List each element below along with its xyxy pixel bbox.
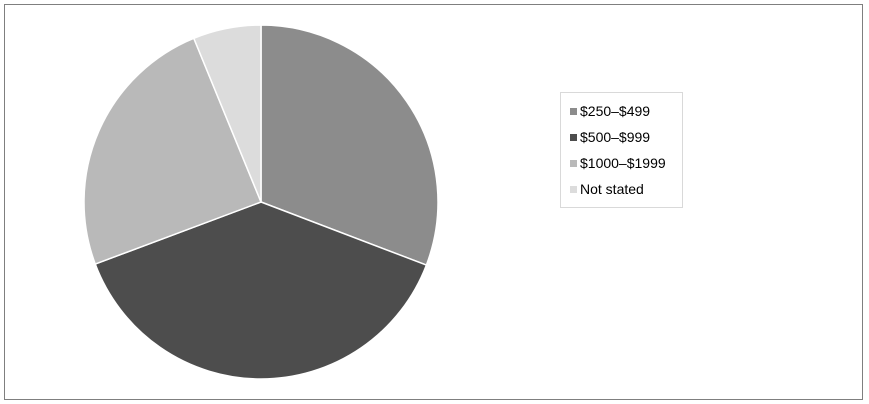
legend-label: $500–$999: [580, 129, 651, 145]
legend-swatch: [570, 133, 577, 141]
pie-slice-2: [94, 201, 428, 380]
chart-area: $250–$499 $500–$999 $1000–$1999 Not stated: [4, 4, 863, 400]
legend-item: $250–$499: [561, 98, 682, 124]
legend-swatch: [570, 159, 577, 167]
pie-slice-4: [193, 24, 262, 203]
legend-swatch: [570, 185, 577, 193]
legend-label: Not stated: [580, 181, 644, 197]
legend-item: $500–$999: [561, 124, 682, 150]
legend-item: $1000–$1999: [561, 150, 682, 176]
legend-label: $1000–$1999: [580, 155, 666, 171]
chart-legend: $250–$499 $500–$999 $1000–$1999 Not stated: [560, 92, 683, 208]
pie-slices: [83, 24, 439, 380]
pie-slice-1: [260, 24, 439, 266]
legend-swatch: [570, 107, 577, 115]
legend-label: $250–$499: [580, 103, 651, 119]
legend-item: Not stated: [561, 176, 682, 202]
pie-chart: [83, 24, 439, 380]
